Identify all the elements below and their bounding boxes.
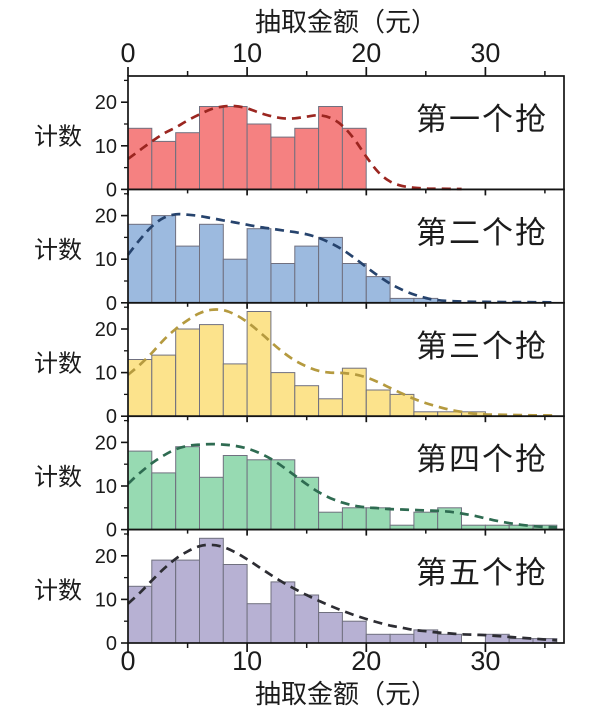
histogram-bar: [151, 559, 177, 644]
histogram-bar: [222, 564, 248, 644]
y-axis-tick-label: 10: [95, 589, 117, 611]
histogram-bar: [127, 223, 153, 304]
histogram-bar: [341, 263, 367, 304]
histogram-bar: [294, 127, 320, 190]
y-axis-tick-label: 0: [106, 406, 117, 428]
histogram-bar: [318, 398, 343, 417]
histogram-bar: [389, 393, 415, 417]
histogram-bar: [222, 363, 248, 417]
y-axis-tick-label: 0: [106, 633, 117, 655]
histogram-bar: [151, 215, 177, 304]
histogram-bar: [365, 633, 391, 644]
histogram-bar: [151, 472, 177, 531]
histogram-bar: [294, 594, 320, 644]
histogram-bar: [246, 603, 272, 644]
histogram-bar: [199, 223, 224, 304]
histogram-bar: [199, 324, 224, 417]
histogram-bar: [151, 140, 177, 190]
histogram-bar: [246, 228, 272, 304]
kde-curve: [127, 104, 462, 191]
histogram-bar: [199, 476, 224, 531]
y-axis-label: 计数: [34, 464, 82, 491]
y-axis-tick-label: 10: [95, 249, 117, 271]
histogram-bar: [222, 258, 248, 304]
histogram-bar: [222, 455, 248, 531]
kde-curve: [127, 442, 557, 529]
y-axis-tick-label: 20: [95, 206, 117, 228]
histogram-bar: [199, 106, 224, 190]
y-axis-label: 计数: [34, 124, 82, 151]
kde-curve: [126, 212, 557, 304]
histogram-bar: [246, 459, 272, 531]
y-axis-tick-label: 20: [95, 92, 117, 114]
y-axis-tick-label: 20: [95, 546, 117, 568]
bottom-axis-tick-label: 0: [120, 646, 135, 676]
histogram-bar: [175, 328, 200, 417]
histogram-bar: [318, 511, 343, 531]
y-axis-tick-label: 10: [95, 363, 117, 385]
bottom-axis-tick-label: 10: [232, 646, 262, 676]
top-axis-tick-label: 30: [470, 38, 500, 68]
histogram-bar: [389, 633, 415, 644]
histogram-bar: [318, 612, 343, 644]
histogram-bar: [151, 354, 177, 417]
histogram-bar: [127, 127, 153, 190]
bottom-axis-title: 抽取金额（元）: [255, 679, 437, 709]
panel-title: 第一个抢: [416, 102, 548, 137]
histogram-bar: [341, 507, 367, 531]
top-axis-tick-label: 10: [232, 38, 262, 68]
histogram-bar: [127, 359, 153, 417]
top-axis-title: 抽取金额（元）: [255, 7, 437, 37]
histogram-bar: [199, 537, 224, 644]
kde-curve: [127, 543, 558, 642]
y-axis-tick-label: 10: [95, 136, 117, 158]
bottom-axis-tick-label: 20: [351, 646, 381, 676]
top-axis-tick-label: 0: [120, 38, 135, 68]
y-axis-label: 计数: [34, 237, 82, 264]
histogram-bar: [294, 245, 320, 304]
histogram-bar: [413, 511, 439, 531]
histogram-bar: [175, 245, 200, 304]
histogram-bar: [246, 311, 272, 417]
histogram-bar: [318, 106, 343, 190]
histogram-bar: [127, 585, 153, 644]
histogram-bar: [175, 132, 200, 190]
y-axis-tick-label: 0: [106, 520, 117, 542]
y-axis-tick-label: 0: [106, 293, 117, 315]
histogram-bar: [175, 446, 200, 531]
y-axis-tick-label: 0: [106, 179, 117, 201]
panel-title: 第四个抢: [416, 442, 548, 477]
histogram-bar: [175, 559, 200, 644]
histogram-bar: [270, 136, 296, 190]
y-axis-label: 计数: [34, 351, 82, 378]
panel-title: 第二个抢: [416, 215, 548, 250]
histogram-bar: [365, 507, 391, 531]
panel-frame: [127, 528, 565, 644]
histogram-bar: [270, 459, 296, 531]
y-axis-label: 计数: [34, 577, 82, 604]
kde-curve: [127, 308, 557, 417]
y-axis-tick-label: 20: [95, 319, 117, 341]
y-axis-tick-label: 20: [95, 432, 117, 454]
panel-3: [121, 301, 565, 423]
histogram-bar: [246, 123, 272, 190]
histogram-bar: [341, 620, 367, 644]
histogram-bar: [437, 633, 463, 644]
panel-5: [121, 528, 565, 652]
top-axis-tick-label: 20: [351, 38, 381, 68]
histogram-bar: [365, 389, 391, 417]
histogram-bar: [222, 106, 248, 190]
histogram-bar: [294, 385, 320, 417]
bottom-axis-tick-label: 30: [470, 646, 500, 676]
histogram-bar: [127, 450, 153, 531]
histogram-bar: [270, 372, 296, 417]
panel-title: 第五个抢: [416, 556, 548, 591]
histogram-bar: [270, 263, 296, 304]
histogram-bar: [270, 581, 296, 644]
y-axis-tick-label: 10: [95, 476, 117, 498]
panel-title: 第三个抢: [416, 329, 548, 364]
histogram-bar: [341, 127, 367, 190]
